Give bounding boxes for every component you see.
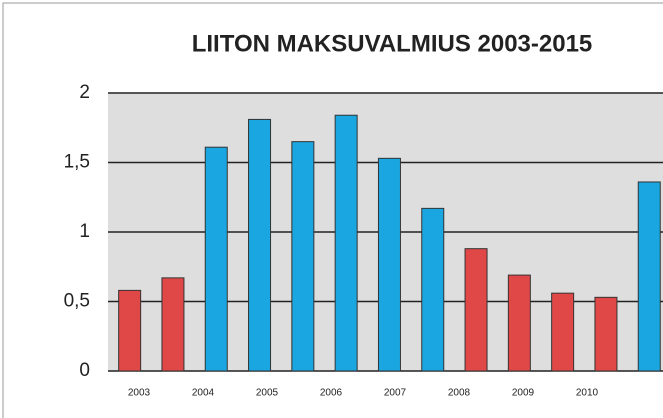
bar [377, 157, 401, 372]
y-tick-label: 0,5 [64, 291, 90, 312]
x-tick-label: 2006 [320, 388, 343, 399]
bar [118, 289, 142, 372]
x-tick-label: 2008 [448, 388, 471, 399]
x-tick-label: 2009 [512, 388, 535, 399]
x-tick-label: 2003 [128, 388, 151, 399]
bar [594, 296, 618, 372]
bar [248, 118, 272, 372]
bar [161, 277, 185, 372]
bar [551, 292, 575, 372]
y-tick-label: 0 [79, 360, 90, 381]
y-tick-label: 1,5 [64, 152, 90, 173]
y-tick-label: 2 [79, 82, 90, 103]
bar [421, 207, 445, 372]
x-tick-label: 2007 [384, 388, 407, 399]
bar [291, 141, 315, 372]
bar [204, 146, 228, 372]
bar [464, 248, 488, 372]
chart-title: LIITON MAKSUVALMIUS 2003-2015 [192, 30, 593, 57]
x-tick-label: 2005 [256, 388, 279, 399]
x-tick-label: 2010 [576, 388, 599, 399]
bar [507, 274, 531, 372]
bar [334, 114, 358, 372]
x-tick-label: 2004 [192, 388, 215, 399]
y-tick-label: 1 [79, 221, 90, 242]
bar [637, 181, 661, 372]
